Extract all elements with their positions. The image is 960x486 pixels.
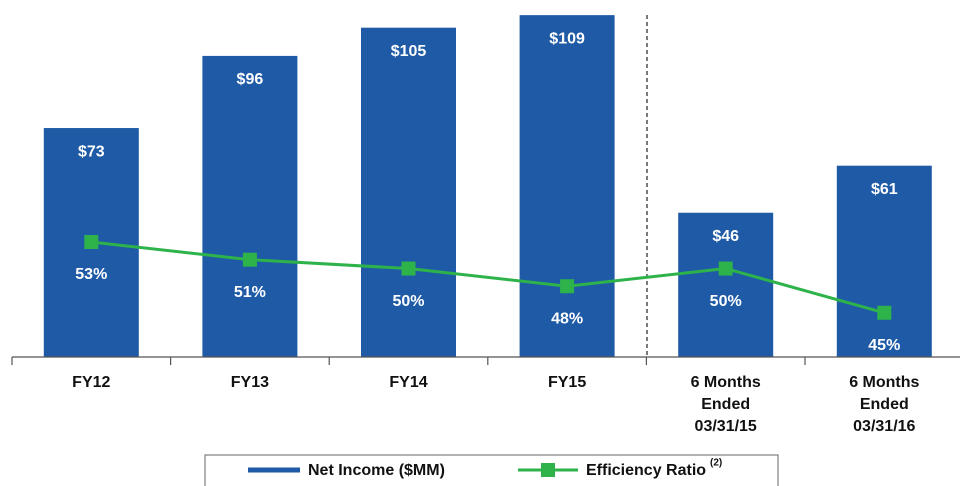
bar [361,27,456,357]
bar-value-label: $96 [237,71,264,88]
legend-swatch-marker [541,463,555,477]
line-value-label: 53% [75,266,107,283]
line-value-label: 45% [868,337,900,354]
bar-value-label: $105 [391,43,427,60]
line-marker [401,261,416,276]
x-tick-label: FY15 [547,374,587,391]
bar-value-label: $73 [78,143,105,160]
x-tick-label: FY12 [72,374,111,391]
x-tick-label: 6 Months Ended 03/31/16 [849,374,920,435]
legend-box [204,454,779,486]
line-value-label: 48% [551,310,583,327]
line-marker [877,305,892,320]
legend-label: Efficiency Ratio [586,462,706,479]
line-value-label: 50% [392,293,424,310]
bar-value-label: $61 [871,181,898,198]
line-value-label: 50% [710,293,742,310]
line-marker [242,252,257,267]
x-tick-label: FY14 [389,374,428,391]
line-marker [560,279,575,294]
bar [678,212,774,357]
bar [519,15,615,358]
bar-value-label: $46 [712,228,739,245]
line-marker [718,261,733,276]
bar [202,55,298,358]
legend-label: Net Income ($MM) [308,462,445,479]
bar-value-label: $109 [549,30,585,47]
bar [836,165,932,357]
legend-footnote: (2) [710,458,722,469]
line-marker [84,235,99,249]
line-value-label: 51% [234,284,266,301]
x-tick-label: FY13 [230,374,270,391]
line [91,240,885,315]
x-tick-label: 6 Months Ended 03/31/15 [690,374,761,435]
